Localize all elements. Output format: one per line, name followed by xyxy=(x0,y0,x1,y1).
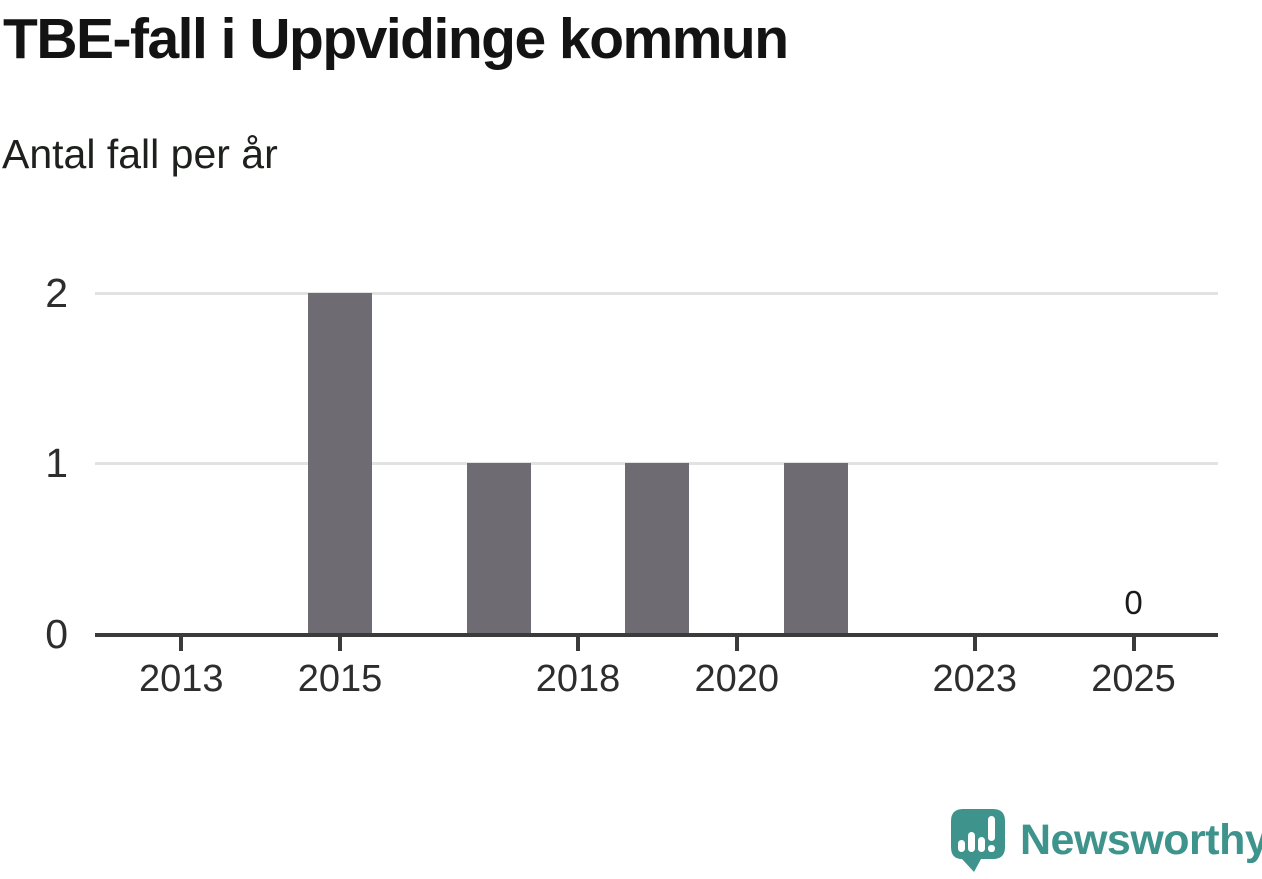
x-tick-label-2025: 2025 xyxy=(1091,658,1176,700)
bar-2019 xyxy=(625,463,690,634)
x-tick-2013 xyxy=(179,637,184,651)
x-tick-2020 xyxy=(734,637,739,651)
y-tick-label-0: 0 xyxy=(45,611,68,657)
x-tick-2018 xyxy=(576,637,581,651)
x-tick-label-2020: 2020 xyxy=(694,658,780,700)
x-tick-2025 xyxy=(1131,637,1136,651)
x-tick-label-2015: 2015 xyxy=(297,658,383,700)
chart-title: TBE-fall i Uppvidinge kommun xyxy=(3,7,789,71)
y-tick-label-2: 2 xyxy=(45,269,68,316)
bar-2021 xyxy=(784,463,849,634)
newsworthy-logo: Newsworthy xyxy=(949,807,1262,874)
y-tick-label-1: 1 xyxy=(45,440,68,487)
x-tick-label-2013: 2013 xyxy=(139,658,224,700)
value-label-2025: 0 xyxy=(1124,584,1143,621)
bar-2015 xyxy=(308,292,372,634)
newsworthy-logo-icon xyxy=(951,809,1005,872)
x-tick-label-2018: 2018 xyxy=(535,658,621,700)
x-tick-2015 xyxy=(338,637,342,651)
x-tick-label-2023: 2023 xyxy=(932,658,1018,700)
bar-2017 xyxy=(466,463,531,634)
newsworthy-logo-text: Newsworthy xyxy=(1020,816,1262,864)
y-gridline-2 xyxy=(95,291,1218,295)
x-tick-2023 xyxy=(972,637,977,651)
chart-subtitle: Antal fall per år xyxy=(2,131,278,177)
x-axis-line xyxy=(95,633,1218,637)
